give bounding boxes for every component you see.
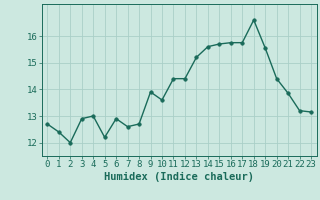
X-axis label: Humidex (Indice chaleur): Humidex (Indice chaleur) — [104, 172, 254, 182]
